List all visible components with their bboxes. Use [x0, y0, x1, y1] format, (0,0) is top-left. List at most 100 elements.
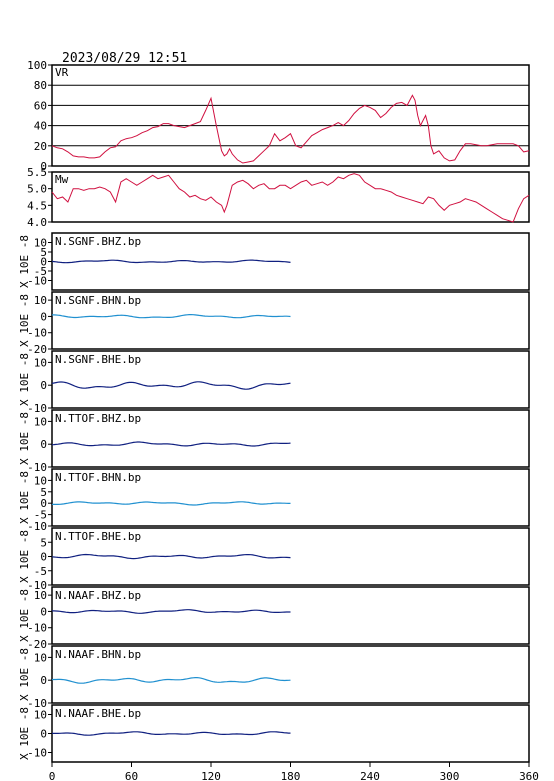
y-tick-label: -20	[27, 343, 47, 356]
y-tick-label: 5.0	[27, 183, 47, 196]
y-tick-label: 10	[34, 415, 47, 428]
trace-y-label: X 10E -8	[18, 353, 31, 406]
trace-name: N.SGNF.BHZ.bp	[55, 235, 141, 248]
trace-panel-ttof-bhe: 5 0-5-10 N.TTOF.BHE.bp X 10E -8	[18, 527, 530, 592]
waveform-line-ttof-bhz	[51, 441, 291, 447]
trace-panel-sgnf-bhn: 10 0 -10 -20 N.SGNF.BHN.bp X 10E -8	[18, 291, 530, 356]
trace-panel-naaf-bhn: 10 0 -10 N.NAAF.BHN.bp X 10E -8	[18, 645, 530, 710]
panel-frame	[51, 64, 530, 167]
y-tick-label: -5	[34, 509, 47, 522]
y-tick-label: 100	[27, 59, 47, 72]
trace-frame	[51, 586, 530, 645]
y-tick-label: 40	[34, 120, 47, 133]
y-tick-label: 0	[40, 497, 47, 510]
trace-y-label: X 10E -8	[18, 707, 31, 760]
trace-panel-naaf-bhz: 10 0 -10 -20 N.NAAF.BHZ.bp X 10E -8	[18, 586, 530, 651]
y-tick-label: 0	[40, 605, 47, 618]
y-tick-label: 0	[40, 674, 47, 687]
y-tick-label: 60	[34, 99, 47, 112]
y-tick-label: -10	[27, 520, 47, 533]
waveform-line-sgnf-bhe	[51, 381, 291, 390]
trace-panel-naaf-bhe: 10 0 -10 N.NAAF.BHE.bp X 10E -8	[18, 704, 530, 763]
panel-mw: 5.5 5.0 4.5 4.0 Mw	[27, 166, 530, 229]
trace-name: N.TTOF.BHZ.bp	[55, 412, 141, 425]
y-tick-label: 5	[40, 246, 47, 259]
series-line-mw	[51, 173, 530, 223]
y-tick-label: 5.5	[27, 166, 47, 179]
trace-frame	[51, 291, 530, 350]
y-tick-label: 10	[34, 237, 47, 250]
panel-label: Mw	[55, 173, 69, 186]
y-tick-label: 10	[34, 474, 47, 487]
y-tick-label: 0	[40, 379, 47, 392]
trace-frame	[51, 409, 530, 468]
trace-y-label: X 10E -8	[18, 589, 31, 642]
y-tick-label: 10	[34, 294, 47, 307]
y-tick-label: 4.5	[27, 199, 47, 212]
trace-name: N.NAAF.BHE.bp	[55, 707, 141, 720]
x-tick-label: 180	[281, 770, 301, 781]
trace-frame	[51, 645, 530, 704]
x-tick-label: 60	[125, 770, 138, 781]
y-tick-label: 5	[40, 536, 47, 549]
y-tick-label: -10	[27, 327, 47, 340]
trace-y-label: X 10E -8	[18, 235, 31, 288]
trace-panel-sgnf-bhe: 10 0 -10 N.SGNF.BHE.bp X 10E -8	[18, 350, 530, 415]
y-tick-label: 0	[40, 160, 47, 173]
trace-y-label: X 10E -8	[18, 412, 31, 465]
trace-y-label: X 10E -8	[18, 648, 31, 701]
panel-label: VR	[55, 66, 69, 79]
waveform-line-ttof-bhn	[51, 501, 291, 506]
y-tick-label: 0	[40, 438, 47, 451]
trace-y-label: X 10E -8	[18, 471, 31, 524]
trace-frame	[51, 468, 530, 527]
trace-y-label: X 10E -8	[18, 294, 31, 347]
trace-y-label: X 10E -8	[18, 530, 31, 583]
panel-frame	[51, 171, 530, 223]
trace-name: N.TTOF.BHN.bp	[55, 471, 141, 484]
x-tick-label: 360	[519, 770, 539, 781]
trace-name: N.TTOF.BHE.bp	[55, 530, 141, 543]
y-tick-label: -10	[27, 402, 47, 415]
y-tick-label: 0	[40, 256, 47, 269]
trace-name: N.SGNF.BHN.bp	[55, 294, 141, 307]
y-tick-label: 4.0	[27, 216, 47, 229]
y-tick-label: 80	[34, 79, 47, 92]
y-tick-label: -20	[27, 638, 47, 651]
y-tick-label: 10	[34, 709, 47, 722]
waveform-line-naaf-bhz	[52, 609, 291, 614]
y-tick-label: -10	[27, 275, 47, 288]
waveform-line-ttof-bhe	[51, 553, 291, 560]
trace-name: N.NAAF.BHZ.bp	[55, 589, 141, 602]
trace-name: N.SGNF.BHE.bp	[55, 353, 141, 366]
y-tick-label: -10	[27, 622, 47, 635]
x-tick-label: 240	[360, 770, 380, 781]
trace-panel-ttof-bhz: 10 0 -10 N.TTOF.BHZ.bp X 10E -8	[18, 409, 530, 474]
y-tick-label: -5	[34, 565, 47, 578]
panel-vr: 100 80 60 40 20 0 VR	[27, 59, 530, 173]
series-line-vr	[51, 94, 530, 164]
waveform-line-sgnf-bhz	[51, 259, 291, 264]
y-tick-label: 10	[34, 589, 47, 602]
y-tick-label: -10	[27, 461, 47, 474]
x-tick-label: 120	[201, 770, 221, 781]
y-tick-label: 0	[40, 310, 47, 323]
y-tick-label: -5	[34, 265, 47, 278]
y-tick-label: 0	[40, 551, 47, 564]
trace-name: N.NAAF.BHN.bp	[55, 648, 141, 661]
waveform-line-naaf-bhn	[51, 676, 291, 684]
y-tick-label: 10	[34, 356, 47, 369]
trace-frame	[51, 350, 530, 409]
waveform-line-sgnf-bhn	[52, 314, 291, 319]
y-tick-label: 10	[34, 651, 47, 664]
waveform-line-naaf-bhe	[52, 731, 291, 736]
y-tick-label: 0	[40, 728, 47, 741]
datetime-header: 2023/08/29 12:51	[62, 51, 187, 66]
y-tick-label: -10	[27, 747, 47, 760]
x-tick-label: 0	[49, 770, 56, 781]
y-tick-label: -10	[27, 579, 47, 592]
y-tick-label: -10	[27, 697, 47, 710]
